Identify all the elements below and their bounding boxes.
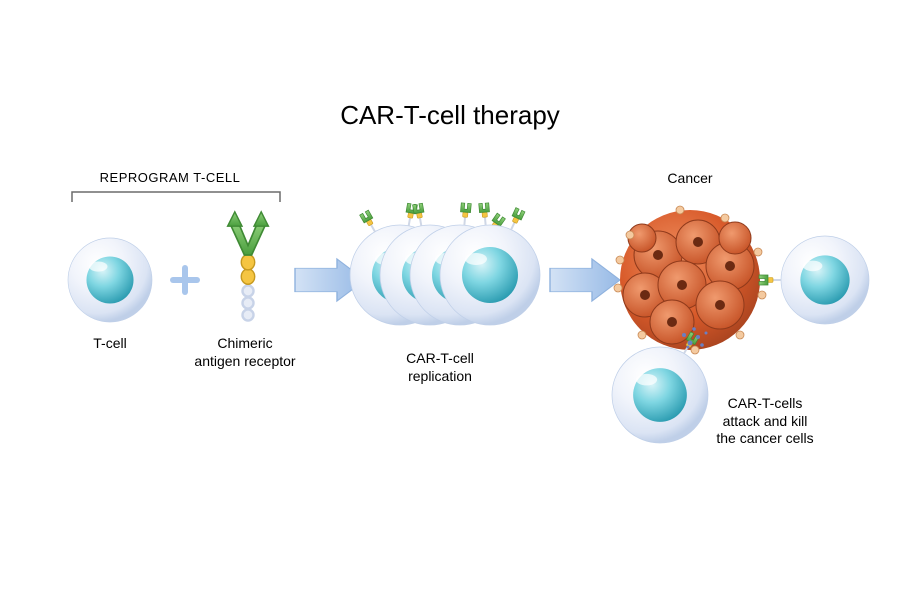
diagram-svg [0,0,900,600]
diagram-canvas: CAR-T-cell therapy [0,0,900,600]
car-receptor-graphic [228,212,269,321]
section-label: REPROGRAM T-CELL [60,170,280,186]
plus-icon [173,268,197,292]
label-tcell: T-cell [60,335,160,353]
arrow-2 [550,259,620,301]
cancer-mass [614,206,766,354]
label-replication: CAR-T-cell replication [370,350,510,385]
tcell-graphic [68,238,152,322]
replication-group [350,203,540,325]
label-car: Chimeric antigen receptor [175,335,315,370]
section-bracket [72,192,280,202]
label-attack: CAR-T-cells attack and kill the cancer c… [680,395,850,448]
label-cancer: Cancer [620,170,760,188]
attacker-cell-2 [759,236,869,324]
